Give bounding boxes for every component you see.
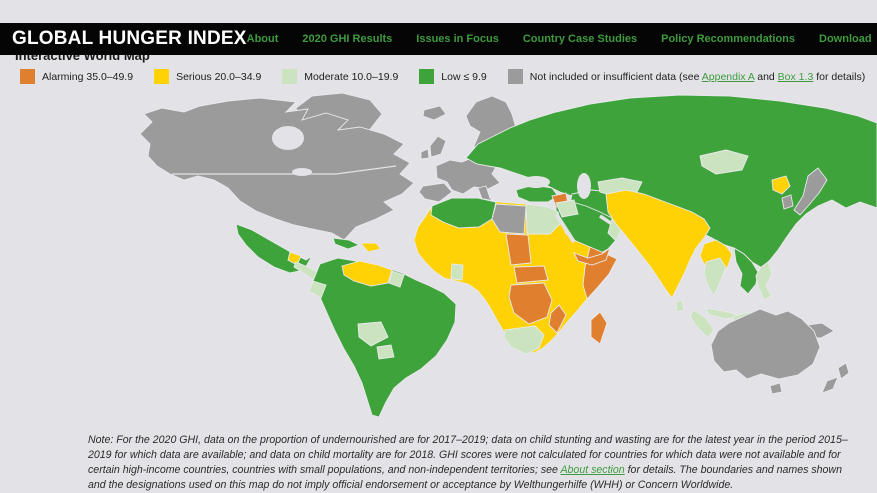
great-lakes bbox=[292, 168, 312, 176]
region-iceland[interactable] bbox=[422, 105, 447, 121]
region-ecuador[interactable] bbox=[308, 280, 327, 299]
region-uk[interactable] bbox=[429, 135, 447, 158]
nodata-text-suffix: for details) bbox=[813, 70, 866, 83]
region-japan[interactable] bbox=[793, 167, 828, 216]
region-south-asia[interactable] bbox=[605, 189, 711, 299]
appendix-a-link[interactable]: Appendix A bbox=[701, 70, 755, 83]
alarming-swatch bbox=[20, 69, 35, 84]
region-west-europe[interactable] bbox=[435, 156, 501, 195]
moderate-swatch bbox=[282, 69, 298, 84]
region-madagascar[interactable] bbox=[590, 311, 608, 345]
region-canada-usa[interactable] bbox=[139, 97, 415, 241]
box-1-3-link[interactable]: Box 1.3 bbox=[777, 70, 814, 83]
nodata-text-prefix: Not included or insufficient data (see bbox=[529, 70, 702, 83]
legend-item-alarming: Alarming 35.0–49.9 bbox=[20, 69, 133, 84]
region-sumatra[interactable] bbox=[689, 309, 715, 339]
region-sri-lanka[interactable] bbox=[675, 299, 685, 313]
nav-2020-ghi-results[interactable]: 2020 GHI Results bbox=[302, 33, 393, 45]
region-cuba[interactable] bbox=[332, 237, 361, 250]
region-central-african-republic[interactable] bbox=[513, 265, 549, 284]
region-thailand[interactable] bbox=[703, 257, 727, 297]
black-sea bbox=[522, 176, 550, 188]
region-guyana[interactable] bbox=[388, 270, 405, 288]
main-nav: About 2020 GHI Results Issues in Focus C… bbox=[247, 33, 872, 45]
region-hispaniola[interactable] bbox=[360, 242, 382, 253]
region-mongolia[interactable] bbox=[699, 149, 749, 175]
region-mozambique[interactable] bbox=[548, 304, 567, 334]
us-canada-border bbox=[172, 165, 397, 175]
region-south-korea[interactable] bbox=[781, 194, 794, 210]
region-venezuela[interactable] bbox=[341, 260, 393, 287]
nav-download[interactable]: Download bbox=[819, 33, 872, 45]
region-north-korea[interactable] bbox=[771, 175, 791, 195]
legend-label-moderate: Moderate 10.0–19.9 bbox=[304, 70, 399, 83]
legend-item-nodata: Not included or insufficient data (see A… bbox=[507, 69, 865, 84]
region-libya[interactable] bbox=[491, 203, 527, 235]
persian-gulf bbox=[599, 214, 613, 226]
legend-item-low: Low ≤ 9.9 bbox=[419, 69, 487, 84]
region-north-africa-west[interactable] bbox=[430, 197, 497, 229]
region-southern-africa[interactable] bbox=[503, 325, 545, 355]
region-dr-congo[interactable] bbox=[508, 282, 553, 325]
legend-label-low: Low ≤ 9.9 bbox=[441, 70, 487, 83]
legend-item-serious: Serious 20.0–34.9 bbox=[154, 69, 261, 84]
low-swatch bbox=[419, 69, 435, 84]
about-section-link[interactable]: About section bbox=[560, 464, 625, 477]
hudson-bay bbox=[272, 126, 304, 150]
region-new-zealand-north[interactable] bbox=[837, 362, 850, 380]
nav-about[interactable]: About bbox=[246, 33, 279, 45]
note-text-2: for details. The boundaries and names sh… bbox=[88, 464, 842, 492]
map-note: Note: For the 2020 GHI, data on the prop… bbox=[0, 429, 877, 493]
region-ghana[interactable] bbox=[450, 263, 464, 281]
nav-country-case-studies[interactable]: Country Case Studies bbox=[522, 33, 638, 45]
region-tasmania[interactable] bbox=[769, 382, 783, 395]
region-new-zealand-south[interactable] bbox=[821, 376, 839, 394]
serious-swatch bbox=[154, 69, 170, 84]
top-strip bbox=[0, 0, 877, 23]
legend-label-alarming: Alarming 35.0–49.9 bbox=[42, 70, 134, 83]
region-russia-east-europe-china[interactable] bbox=[465, 94, 877, 269]
region-iberia[interactable] bbox=[418, 182, 453, 203]
region-chad[interactable] bbox=[505, 233, 532, 266]
region-australia[interactable] bbox=[710, 308, 821, 380]
region-ireland[interactable] bbox=[420, 148, 430, 160]
legend-item-moderate: Moderate 10.0–19.9 bbox=[282, 69, 398, 84]
site-title: GLOBAL HUNGER INDEX bbox=[12, 28, 247, 49]
region-malaysia[interactable] bbox=[705, 307, 742, 320]
site-header: GLOBAL HUNGER INDEX About 2020 GHI Resul… bbox=[0, 23, 877, 55]
region-vietnam[interactable] bbox=[733, 247, 759, 295]
world-map bbox=[0, 86, 877, 429]
region-bolivia[interactable] bbox=[357, 321, 389, 347]
note-text-1: Note: For the 2020 GHI, data on the prop… bbox=[88, 434, 848, 477]
map-legend: Alarming 35.0–49.9 Serious 20.0–34.9 Mod… bbox=[20, 69, 877, 84]
region-paraguay[interactable] bbox=[376, 344, 395, 360]
nav-policy-recommendations[interactable]: Policy Recommendations bbox=[661, 33, 795, 45]
legend-label-nodata: Not included or insufficient data (see A… bbox=[530, 71, 865, 83]
nodata-text-middle: and bbox=[754, 70, 778, 83]
nav-issues-in-focus[interactable]: Issues in Focus bbox=[416, 33, 499, 45]
nodata-swatch bbox=[507, 69, 523, 84]
region-philippines[interactable] bbox=[755, 261, 773, 301]
legend-label-serious: Serious 20.0–34.9 bbox=[176, 70, 262, 83]
region-yemen[interactable] bbox=[573, 246, 611, 266]
caspian-sea bbox=[577, 173, 591, 199]
region-iraq[interactable] bbox=[555, 199, 579, 218]
red-sea bbox=[554, 212, 576, 244]
